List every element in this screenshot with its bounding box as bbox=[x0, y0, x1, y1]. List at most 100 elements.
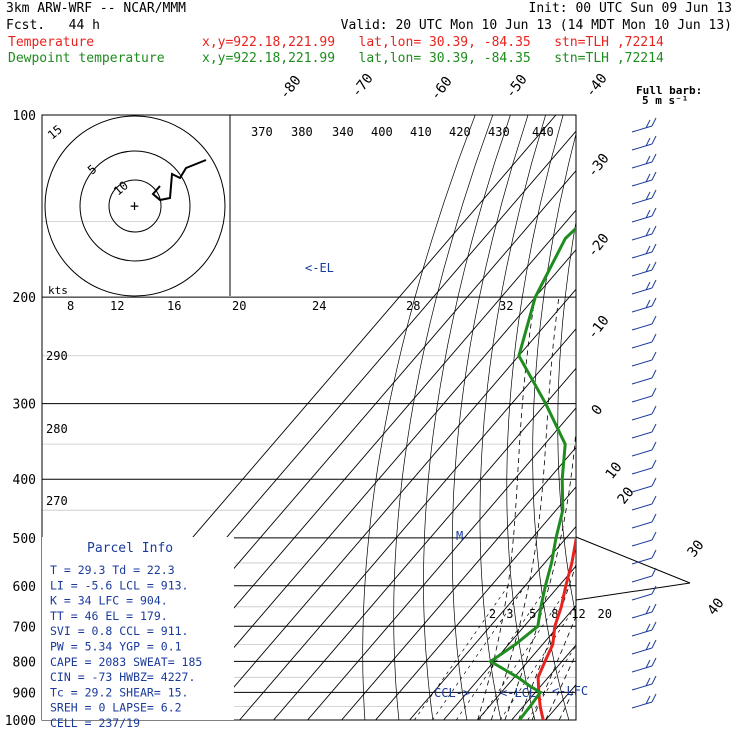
wind-barb bbox=[631, 477, 657, 493]
wind-barb bbox=[631, 549, 657, 565]
wind-barb bbox=[631, 369, 657, 385]
mixing-ratio-label: 8 bbox=[551, 607, 558, 621]
dry-adiabat bbox=[393, 115, 494, 720]
theta-label: 340 bbox=[332, 125, 354, 139]
theta-label-lower: 270 bbox=[46, 494, 68, 508]
parcel-box-background bbox=[42, 537, 234, 720]
theta-label: 410 bbox=[410, 125, 432, 139]
theta-label: 430 bbox=[488, 125, 510, 139]
hodo-speed-label: 20 bbox=[232, 299, 246, 313]
dry-adiabat bbox=[451, 115, 529, 720]
dry-adiabat bbox=[557, 220, 576, 619]
dry-adiabat bbox=[734, 115, 740, 720]
hodo-ring-label: 15 bbox=[45, 122, 65, 142]
parcel-info-row: PW = 5.34 YGP = 0.1 bbox=[50, 640, 182, 654]
parcel-info-box: Parcel Info T = 29.3 Td = 22.3LI = -5.6 L… bbox=[42, 537, 234, 730]
wind-barb bbox=[631, 297, 657, 313]
isotherm-label: -60 bbox=[428, 74, 456, 104]
isotherm-label: -40 bbox=[583, 71, 611, 101]
hodo-ring bbox=[44, 115, 226, 297]
hodo-ring-label: 5 bbox=[85, 162, 100, 177]
pressure-tick-label: 100 bbox=[13, 109, 36, 124]
mixing-ratio-label: 3 bbox=[506, 607, 513, 621]
isotherm-label: -10 bbox=[585, 313, 613, 343]
wind-barb bbox=[631, 459, 657, 475]
parcel-info-row: T = 29.3 Td = 22.3 bbox=[50, 563, 175, 577]
moist-adiabat bbox=[477, 297, 536, 720]
wind-barb bbox=[631, 441, 657, 457]
wind-barb bbox=[631, 495, 657, 511]
model-title: 3km ARW-WRF -- NCAR/MMM bbox=[6, 1, 187, 16]
isotherm-line bbox=[477, 604, 576, 720]
wind-barb bbox=[631, 171, 657, 187]
mixing-ratio-line bbox=[432, 585, 526, 720]
theta-label-lower: 280 bbox=[46, 422, 68, 436]
wind-barb bbox=[631, 117, 657, 133]
wind-barbs: Full barb:5 m s⁻¹ bbox=[631, 84, 702, 709]
isotherm-label: 40 bbox=[705, 595, 728, 618]
theta-label: 400 bbox=[371, 125, 393, 139]
isotherm-label: 20 bbox=[615, 484, 638, 507]
wind-barb bbox=[631, 513, 657, 529]
temperature-legend: Temperature bbox=[8, 35, 95, 50]
pressure-tick-label: 300 bbox=[13, 398, 36, 413]
wind-barb bbox=[631, 585, 657, 601]
wind-barb bbox=[631, 135, 657, 151]
wind-barb bbox=[631, 567, 657, 583]
hodo-speed-label: 32 bbox=[499, 299, 513, 313]
wind-barb bbox=[631, 531, 657, 547]
dry-adiabat bbox=[673, 115, 740, 720]
dry-adiabat bbox=[582, 115, 637, 720]
wind-barb bbox=[631, 225, 657, 241]
dewpoint-location: x,y=922.18,221.99 lat,lon= 30.39, -84.35… bbox=[202, 51, 664, 66]
mixing-ratio-line bbox=[456, 585, 548, 720]
hodo-speed-label: 8 bbox=[67, 299, 74, 313]
dry-adiabat bbox=[532, 132, 576, 720]
wind-barb bbox=[631, 675, 657, 691]
temperature-location: x,y=922.18,221.99 lat,lon= 30.39, -84.35… bbox=[202, 35, 664, 50]
isotherm-label: -30 bbox=[585, 151, 613, 181]
pressure-tick-label: 400 bbox=[13, 473, 36, 488]
theta-label-lower: 290 bbox=[46, 349, 68, 363]
wind-barb bbox=[631, 405, 657, 421]
mixing-ratio-label: 12 bbox=[571, 607, 585, 621]
isotherm-line bbox=[273, 367, 576, 720]
pressure-tick-label: 700 bbox=[13, 620, 36, 635]
wind-barb bbox=[631, 693, 657, 709]
plot-border bbox=[41, 114, 577, 721]
theta-label: 380 bbox=[291, 125, 313, 139]
forecast-hour: Fcst. 44 h bbox=[6, 18, 100, 33]
dry-adiabat bbox=[423, 115, 511, 720]
wind-barb bbox=[631, 153, 657, 169]
el-marker: <-EL bbox=[305, 261, 334, 275]
hodo-speed-label: 24 bbox=[312, 299, 326, 313]
wind-barb bbox=[631, 315, 657, 331]
parcel-info-title: Parcel Info bbox=[87, 541, 173, 556]
pressure-tick-label: 900 bbox=[13, 686, 36, 701]
isotherm-label: -70 bbox=[349, 71, 377, 101]
barb-legend-unit: 5 m s⁻¹ bbox=[642, 94, 688, 107]
isotherm-label: 0 bbox=[589, 402, 607, 418]
moist-adiabat bbox=[545, 652, 576, 720]
wind-barb bbox=[631, 189, 657, 205]
wind-barb bbox=[631, 207, 657, 223]
dry-adiabat bbox=[479, 115, 546, 720]
mixing-ratio-line bbox=[499, 604, 576, 720]
parcel-info-row: CAPE = 2083 SWEAT= 185 bbox=[50, 655, 202, 669]
isotherm-label: 30 bbox=[685, 537, 708, 560]
moist-adiabat bbox=[531, 615, 576, 720]
wind-barb bbox=[631, 657, 657, 673]
isotherm-line bbox=[307, 407, 576, 720]
theta-label: 440 bbox=[532, 125, 554, 139]
isotherm-line bbox=[375, 486, 576, 720]
wind-barb bbox=[631, 423, 657, 439]
valid-time: Valid: 20 UTC Mon 10 Jun 13 (14 MDT Mon … bbox=[340, 18, 732, 33]
wind-barb bbox=[631, 603, 657, 619]
isotherm-line bbox=[205, 288, 576, 720]
hodo-speed-label: 12 bbox=[110, 299, 124, 313]
parcel-info-row: SVI = 0.8 CCL = 911. bbox=[50, 624, 188, 638]
isotherm-line bbox=[443, 565, 576, 720]
temperature-profile bbox=[536, 533, 576, 720]
pressure-tick-label: 1000 bbox=[5, 714, 36, 729]
